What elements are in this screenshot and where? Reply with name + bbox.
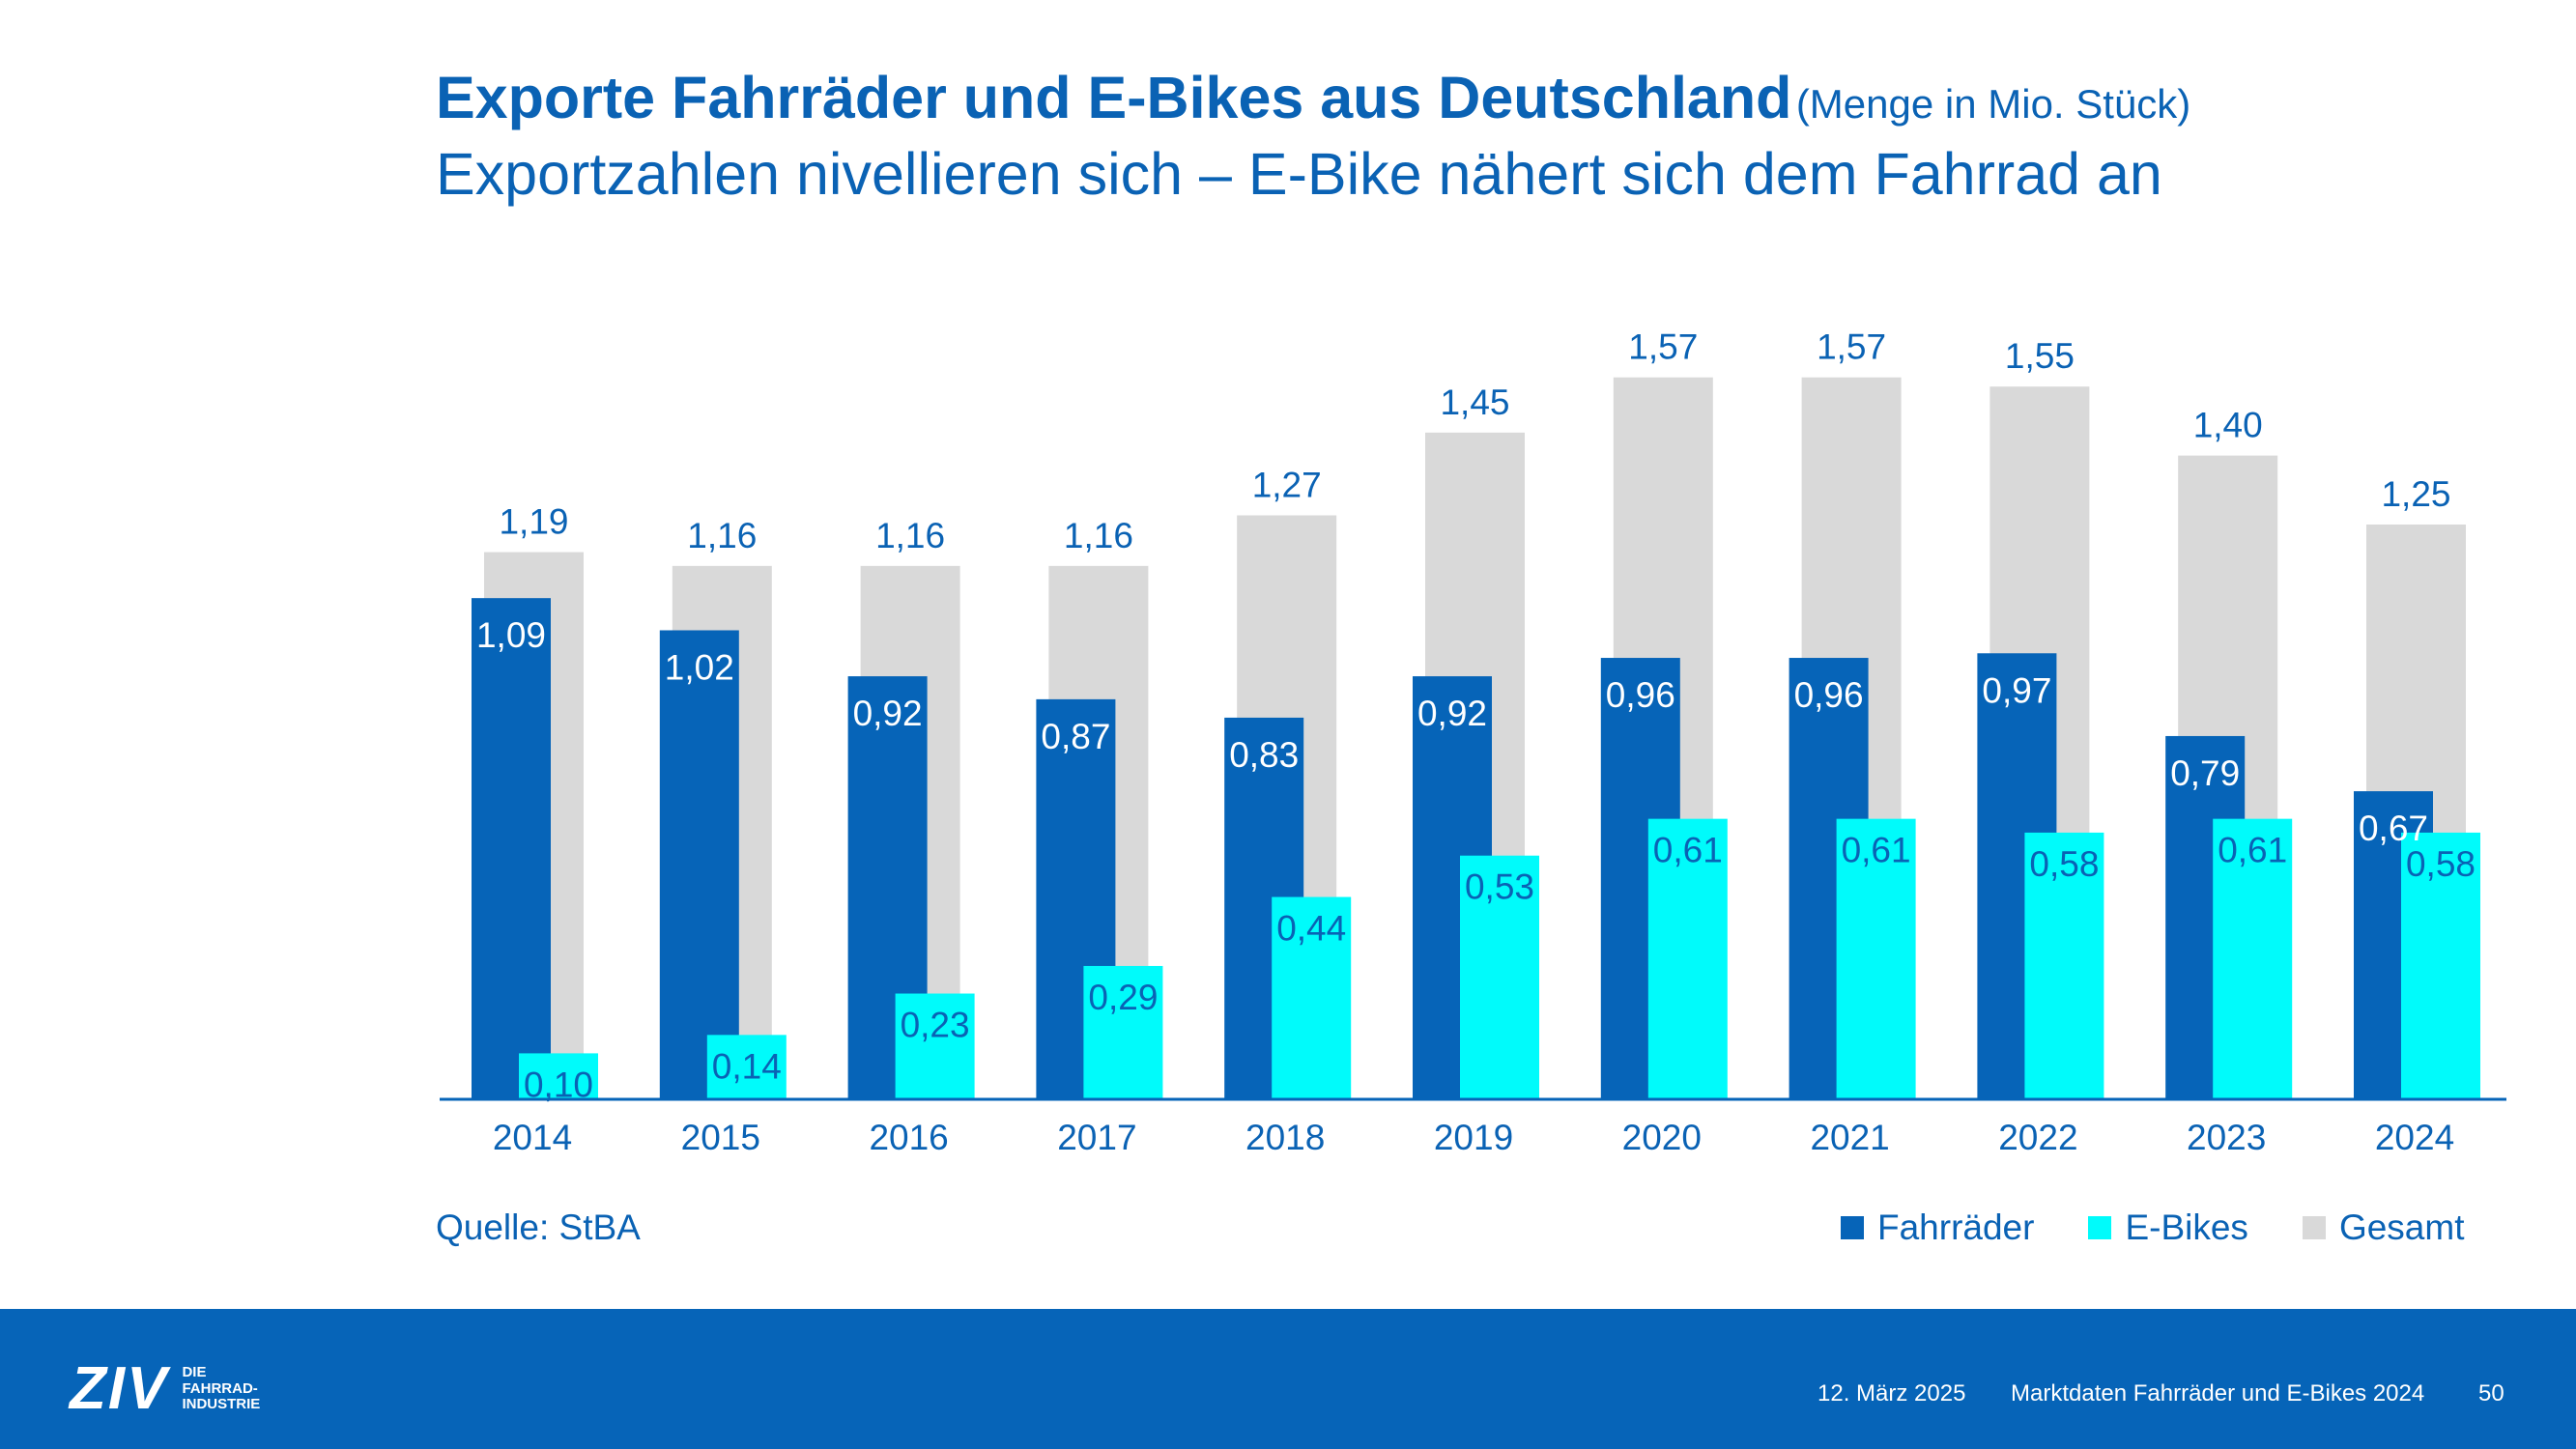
label-fahrraeder: 1,02 [665, 647, 734, 687]
label-ebikes: 0,61 [1653, 831, 1723, 870]
legend-item-gesamt: Gesamt [2302, 1208, 2465, 1248]
bar-ebikes [2213, 818, 2293, 1099]
x-tick-label: 2024 [2375, 1118, 2454, 1157]
label-ebikes: 0,23 [901, 1006, 970, 1045]
x-tick-label: 2022 [1998, 1118, 2077, 1157]
bar-ebikes [1647, 818, 1728, 1099]
logo-sub-line: DIE [182, 1364, 207, 1381]
legend-label-fahrraeder: Fahrräder [1877, 1208, 2035, 1247]
footer-bar: ZIV DIE FAHRRAD- INDUSTRIE 12. März 2025… [0, 1309, 2576, 1449]
ziv-logo: ZIV DIE FAHRRAD- INDUSTRIE [70, 1359, 260, 1419]
bar-fahrraeder [659, 630, 739, 1099]
label-ebikes: 0,53 [1465, 867, 1534, 907]
label-fahrraeder: 0,92 [853, 694, 923, 733]
label-fahrraeder: 1,09 [476, 615, 546, 655]
label-gesamt: 1,45 [1440, 383, 1509, 422]
label-gesamt: 1,16 [875, 516, 945, 555]
x-tick-label: 2014 [493, 1118, 572, 1157]
label-fahrraeder: 0,67 [2359, 809, 2428, 848]
label-gesamt: 1,57 [1817, 327, 1886, 367]
label-gesamt: 1,19 [499, 502, 568, 542]
footer-page-number: 50 [2478, 1380, 2504, 1406]
bar-ebikes [895, 993, 975, 1099]
bar-ebikes [2401, 832, 2480, 1099]
legend-swatch-fahrraeder [1841, 1216, 1864, 1239]
logo-subtitle: DIE FAHRRAD- INDUSTRIE [182, 1365, 260, 1413]
label-ebikes: 0,29 [1088, 978, 1158, 1017]
bar-ebikes [1460, 855, 1539, 1099]
label-ebikes: 0,58 [2406, 844, 2476, 884]
legend-item-ebikes: E-Bikes [2088, 1208, 2248, 1248]
bar-ebikes [2024, 832, 2104, 1099]
x-tick-label: 2016 [869, 1118, 948, 1157]
footer-doc-title: Marktdaten Fahrräder und E-Bikes 2024 [2011, 1380, 2425, 1406]
title-line: Exporte Fahrräder und E-Bikes aus Deutsc… [436, 65, 2465, 130]
legend-item-fahrraeder: Fahrräder [1841, 1208, 2034, 1248]
x-tick-label: 2021 [1810, 1118, 1889, 1157]
chart-title: Exporte Fahrräder und E-Bikes aus Deutsc… [436, 65, 1792, 130]
footer-date: 12. März 2025 [1818, 1380, 1966, 1406]
label-fahrraeder: 0,96 [1606, 675, 1675, 715]
bar-ebikes [1083, 965, 1163, 1099]
label-gesamt: 1,16 [1064, 516, 1133, 555]
logo-sub-line: INDUSTRIE [182, 1396, 261, 1413]
label-gesamt: 1,57 [1628, 327, 1698, 367]
logo-sub-line: FAHRRAD- [182, 1379, 258, 1397]
bar-ebikes [706, 1035, 787, 1099]
chart-unit: (Menge in Mio. Stück) [1795, 81, 2191, 127]
label-ebikes: 0,58 [2029, 844, 2099, 884]
title-block: Exporte Fahrräder und E-Bikes aus Deutsc… [436, 65, 2465, 208]
bar-chart: 1,191,090,1020141,161,020,1420151,160,92… [440, 327, 2506, 1157]
legend-label-gesamt: Gesamt [2338, 1208, 2465, 1247]
label-fahrraeder: 0,96 [1794, 675, 1864, 715]
label-ebikes: 0,61 [1842, 831, 1911, 870]
chart-subtitle: Exportzahlen nivellieren sich – E-Bike n… [436, 141, 2162, 208]
label-fahrraeder: 0,79 [2170, 753, 2240, 793]
label-fahrraeder: 0,87 [1041, 717, 1110, 756]
label-gesamt: 1,27 [1252, 465, 1322, 504]
label-fahrraeder: 0,83 [1229, 735, 1299, 775]
x-tick-label: 2019 [1434, 1118, 1513, 1157]
source-note: Quelle: StBA [436, 1208, 641, 1247]
bar-ebikes [1836, 818, 1916, 1099]
label-ebikes: 0,61 [2218, 831, 2287, 870]
x-tick-label: 2020 [1622, 1118, 1702, 1157]
x-tick-label: 2015 [681, 1118, 760, 1157]
legend-swatch-gesamt [2302, 1216, 2326, 1239]
legend-swatch-ebikes [2088, 1216, 2112, 1239]
label-gesamt: 1,40 [2193, 406, 2263, 445]
x-tick-label: 2018 [1245, 1118, 1325, 1157]
legend-label-ebikes: E-Bikes [2125, 1208, 2248, 1247]
label-gesamt: 1,16 [687, 516, 757, 555]
legend: Fahrräder E-Bikes Gesamt [1841, 1208, 2464, 1248]
bar-fahrraeder [472, 598, 551, 1099]
x-tick-label: 2023 [2187, 1118, 2266, 1157]
bar-ebikes [519, 1053, 598, 1099]
label-ebikes: 0,44 [1276, 909, 1346, 949]
label-fahrraeder: 0,92 [1417, 694, 1487, 733]
bar-ebikes [1272, 896, 1352, 1099]
label-ebikes: 0,14 [712, 1046, 782, 1086]
x-tick-label: 2017 [1057, 1118, 1136, 1157]
label-gesamt: 1,55 [2005, 336, 2075, 376]
label-fahrraeder: 0,97 [1982, 670, 2051, 710]
logo-wordmark: ZIV [70, 1355, 169, 1422]
label-gesamt: 1,25 [2381, 474, 2450, 514]
